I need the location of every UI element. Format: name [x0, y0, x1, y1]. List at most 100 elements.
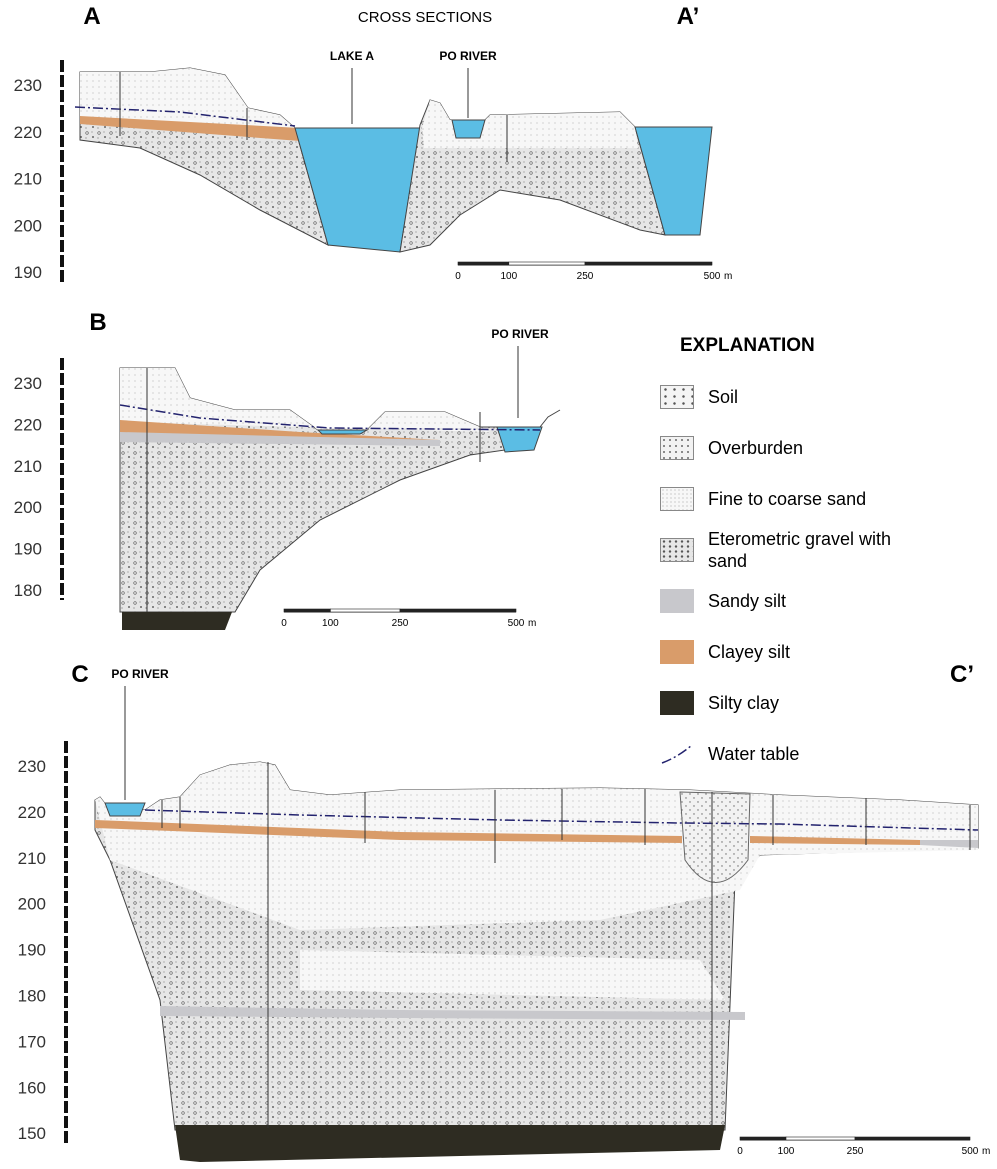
elevation-label: 190: [14, 540, 42, 559]
clayey-silt: [80, 116, 300, 141]
scale-label: 100: [500, 271, 517, 282]
elevation-label: 210: [18, 849, 46, 868]
legend-label: Overburden: [708, 437, 804, 458]
water-table: [119, 404, 541, 431]
sandy-silt: [920, 840, 978, 848]
elevation-label: 230: [14, 374, 42, 393]
scale-label: 0: [737, 1146, 743, 1157]
elevation-label: 230: [18, 757, 46, 776]
legend-item: Sandy silt: [660, 575, 960, 626]
scale-label: 0: [455, 271, 461, 282]
elevation-label: 210: [14, 170, 42, 189]
elevation-label: 220: [14, 415, 42, 434]
annotation: PO RIVER: [491, 327, 549, 341]
elevation-label: 200: [14, 216, 42, 235]
clayey-silt: [750, 836, 920, 845]
overburden: [679, 791, 751, 883]
scale-unit: m: [724, 271, 732, 282]
title: CROSS SECTIONS: [358, 9, 492, 26]
legend-title: EXPLANATION: [680, 335, 815, 356]
scale-label: 250: [847, 1146, 864, 1157]
scale-label: 500: [508, 618, 525, 629]
scale-segment: [739, 1136, 787, 1141]
elevation-label: 220: [14, 123, 42, 142]
legend-swatch: [660, 690, 694, 715]
elevation-label: 220: [18, 803, 46, 822]
clayey-silt: [95, 820, 682, 843]
legend-item: Clayey silt: [660, 626, 960, 677]
legend-label: Silty clay: [708, 692, 780, 713]
elevation-label: 200: [14, 498, 42, 517]
elevation-label: 160: [18, 1078, 46, 1097]
legend-label: Sandy silt: [708, 590, 787, 611]
sandy-silt: [160, 1006, 745, 1020]
section-label: A’: [677, 3, 700, 30]
elevation-label: 210: [14, 457, 42, 476]
legend-item: Fine to coarse sand: [660, 473, 960, 524]
scale-label: 250: [392, 618, 409, 629]
scale-segment: [584, 261, 713, 266]
silty-clay: [175, 1125, 725, 1162]
legend-label: Water table: [708, 743, 800, 764]
legend-label: Fine to coarse sand: [708, 488, 867, 509]
elevation-label: 150: [18, 1124, 46, 1143]
annotation: PO RIVER: [439, 49, 497, 63]
scale-unit: m: [982, 1146, 990, 1157]
elevation-label: 190: [14, 263, 42, 282]
scale-segment: [283, 608, 331, 613]
scale-segment: [399, 608, 517, 613]
scale-label: 500: [962, 1146, 979, 1157]
legend: EXPLANATION Soil Overburden Fine to coarse…: [660, 335, 960, 779]
legend-item: Soil: [660, 371, 960, 422]
lake: [316, 429, 369, 435]
sand: [300, 950, 725, 1000]
section-label: C’: [950, 661, 974, 688]
scale-segment: [854, 1136, 971, 1141]
scale-segment: [508, 261, 586, 266]
silty-clay: [122, 612, 232, 630]
river: [104, 802, 146, 817]
elevation-label: 200: [18, 895, 46, 914]
elevation-label: 170: [18, 1032, 46, 1051]
scale-unit: m: [528, 618, 536, 629]
legend-swatch: [660, 384, 694, 409]
legend-swatch: [660, 639, 694, 664]
scale-label: 500: [704, 271, 721, 282]
legend-item: Overburden: [660, 422, 960, 473]
scale-label: 100: [322, 618, 339, 629]
legend-label: Clayey silt: [708, 641, 791, 662]
annotation: LAKE A: [330, 49, 375, 63]
water-table-symbol: [661, 743, 693, 764]
annotation: PO RIVER: [111, 667, 169, 681]
scale-label: 0: [281, 618, 287, 629]
legend-swatch: [661, 743, 693, 764]
elevation-label: 230: [14, 76, 42, 95]
section-label: C: [71, 661, 88, 688]
legend-item: Eterometric gravel with sand: [660, 524, 960, 575]
clayey-silt: [120, 420, 440, 440]
scale-segment: [457, 261, 510, 266]
sand: [120, 368, 490, 432]
legend-item: Silty clay: [660, 677, 960, 728]
river: [496, 426, 543, 453]
legend-swatch: [660, 486, 694, 511]
legend-swatch: [660, 588, 694, 613]
sand: [95, 762, 978, 930]
elevation-label: 190: [18, 941, 46, 960]
scale-segment: [785, 1136, 856, 1141]
bank: [539, 409, 561, 428]
elevation-label: 180: [18, 987, 46, 1006]
lake: [634, 126, 713, 236]
river: [451, 119, 486, 139]
section-label: B: [89, 309, 106, 336]
section-label: A: [83, 3, 100, 30]
legend-item: Water table: [660, 728, 960, 779]
scale-label: 250: [577, 271, 594, 282]
legend-label: Eterometric gravel with sand: [708, 528, 892, 571]
legend-label: Soil: [708, 386, 739, 407]
scale-segment: [330, 608, 401, 613]
water-table: [74, 106, 296, 127]
legend-swatch: [660, 435, 694, 460]
